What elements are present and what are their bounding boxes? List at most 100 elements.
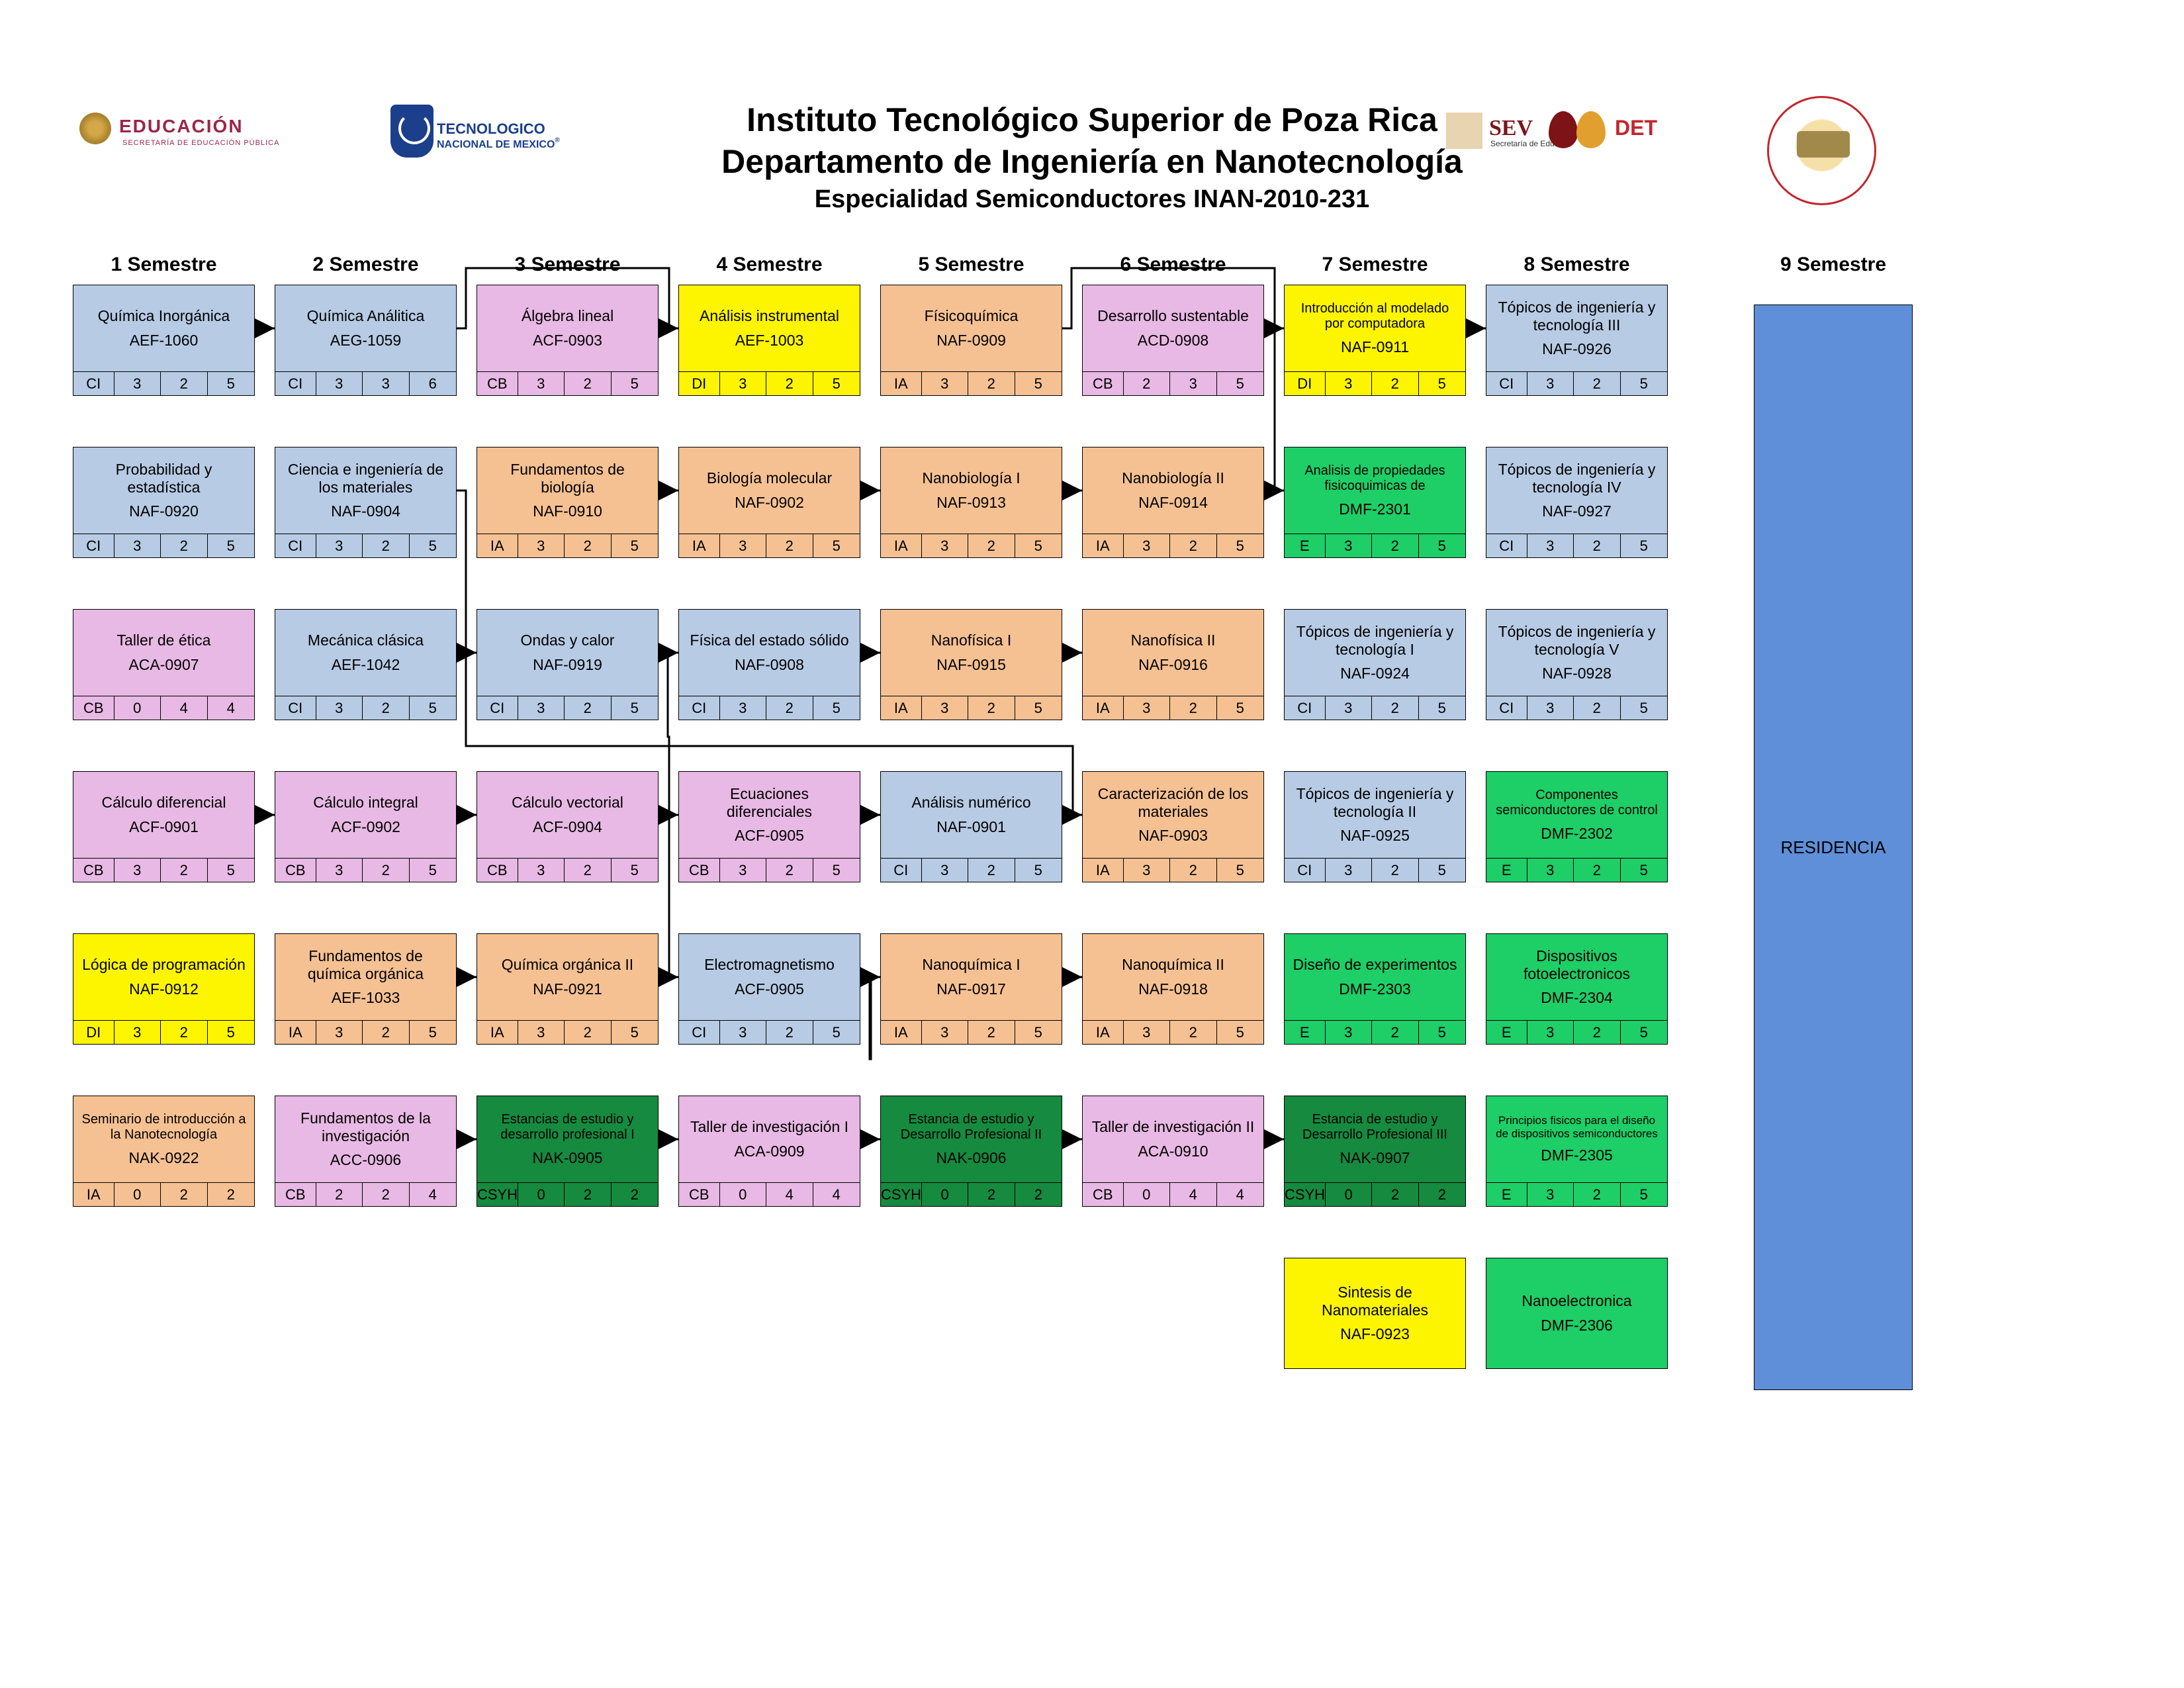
credit-cell: 2 [1170,1021,1216,1045]
credit-cell: 2 [1170,859,1216,882]
credit-cell: CI [1486,534,1527,558]
semester-header: 7 Semestre [1284,254,1466,276]
course-box: Química AnáliticaAEG-1059CI336 [275,285,457,396]
course-credits-bar: CB224 [275,1183,456,1207]
course-credits-bar: CI325 [679,696,860,720]
course-code: AEF-1033 [332,989,400,1007]
course-name: Física del estado sólido [690,632,848,649]
course-box: Nanofísica INAF-0915IA325 [880,609,1062,720]
course-box: Seminario de introducción a la Nanotecno… [73,1096,255,1207]
course-name: Fundamentos de química orgánica [282,947,449,982]
credit-cell: 5 [612,372,658,396]
credit-cell: 4 [813,1183,860,1207]
course-name: Estancia de estudio y Desarrollo Profesi… [887,1112,1055,1143]
credit-cell: 5 [208,1021,254,1045]
course-code: ACA-0907 [128,656,199,674]
course-box: Química InorgánicaAEF-1060CI325 [73,285,255,396]
credit-cell: CB [1083,1183,1124,1207]
course-code: NAF-0917 [936,980,1006,998]
credit-cell: 3 [518,372,565,396]
credit-cell: 6 [410,372,456,396]
credit-cell: CI [275,372,316,396]
credit-cell: 2 [1372,859,1418,882]
credit-cell: CI [679,696,720,720]
credit-cell: CI [1285,696,1326,720]
credit-cell: 2 [565,372,611,396]
credit-cell: 5 [1419,1021,1465,1045]
course-name: Nanobiología I [922,469,1020,487]
course-box: Dispositivos fotoelectronicosDMF-2304E32… [1486,933,1668,1045]
course-box: Química orgánica IINAF-0921IA325 [477,933,659,1045]
course-name: Cálculo diferencial [102,794,226,811]
course-name: Cálculo vectorial [512,794,623,811]
credit-cell: 2 [968,1183,1015,1207]
credit-cell: 2 [565,1021,611,1045]
credit-cell: 3 [922,696,968,720]
credit-cell: CB [477,859,518,882]
course-credits-bar: DI325 [1285,372,1465,396]
course-credits-bar: E325 [1486,1021,1667,1045]
credit-cell: 5 [612,534,658,558]
course-name: Cálculo integral [313,794,418,811]
course-credits-bar: IA325 [881,1021,1062,1045]
credit-cell: 3 [922,859,968,882]
semester-header: 1 Semestre [73,254,255,276]
course-code: DMF-2306 [1541,1317,1613,1335]
credit-cell: 3 [316,1021,363,1045]
credit-cell: 3 [518,859,565,882]
course-code: DMF-2303 [1339,980,1411,998]
course-name: Estancia de estudio y Desarrollo Profesi… [1291,1112,1459,1143]
credit-cell: 5 [1015,696,1062,720]
credit-cell: 2 [161,372,207,396]
credit-cell: CB [679,859,720,882]
course-code: NAF-0912 [129,980,199,998]
credit-cell: 2 [1574,859,1620,882]
credit-cell: 5 [1015,372,1062,396]
course-code: NAK-0907 [1340,1149,1410,1167]
credit-cell: 2 [1372,696,1418,720]
credit-cell: 2 [968,534,1015,558]
credit-cell: 4 [161,696,207,720]
credit-cell: 2 [161,1183,207,1207]
course-name: Álgebra lineal [522,307,614,324]
credit-cell: 0 [114,1183,161,1207]
course-code: NAF-0926 [1542,340,1612,358]
page-header: Instituto Tecnológico Superior de Poza R… [0,99,2184,217]
course-name: Ecuaciones diferenciales [686,785,853,820]
course-name: Taller de investigación II [1092,1118,1254,1135]
credit-cell: E [1486,1021,1527,1045]
credit-cell: CI [1486,696,1527,720]
course-name: Química Análitica [307,307,425,324]
credit-cell: 2 [1170,696,1216,720]
course-name: Nanoelectronica [1522,1292,1631,1309]
credit-cell: 5 [1217,859,1263,882]
course-name: Análisis numérico [911,794,1030,811]
credit-cell: 3 [518,696,565,720]
credit-cell: 2 [1124,372,1170,396]
course-credits-bar: CI325 [275,696,456,720]
course-code: AEG-1059 [330,332,401,350]
credit-cell: 2 [968,859,1015,882]
course-credits-bar: IA325 [477,534,658,558]
course-box: Mecánica clásicaAEF-1042CI325 [275,609,457,720]
course-box: Caracterización de los materialesNAF-090… [1082,771,1264,882]
course-credits-bar: IA325 [1083,534,1263,558]
credit-cell: 3 [720,372,766,396]
credit-cell: 3 [1527,1021,1574,1045]
course-credits-bar: CI325 [73,534,254,558]
course-credits-bar: CB325 [275,859,456,882]
course-credits-bar: DI325 [73,1021,254,1045]
credit-cell: 5 [813,372,860,396]
credit-cell: 0 [518,1183,565,1207]
course-name: Nanofísica I [931,632,1011,649]
credit-cell: CI [881,859,922,882]
course-box: Estancia de estudio y Desarrollo Profesi… [1284,1096,1466,1207]
course-name: Ciencia e ingeniería de los materiales [282,461,449,496]
credit-cell: 3 [1326,1021,1372,1045]
credit-cell: CB [679,1183,720,1207]
credit-cell: 0 [114,696,161,720]
credit-cell: 5 [813,859,860,882]
credit-cell: 5 [1015,859,1062,882]
course-name: Físicoquímica [925,307,1019,324]
credit-cell: 3 [922,534,968,558]
